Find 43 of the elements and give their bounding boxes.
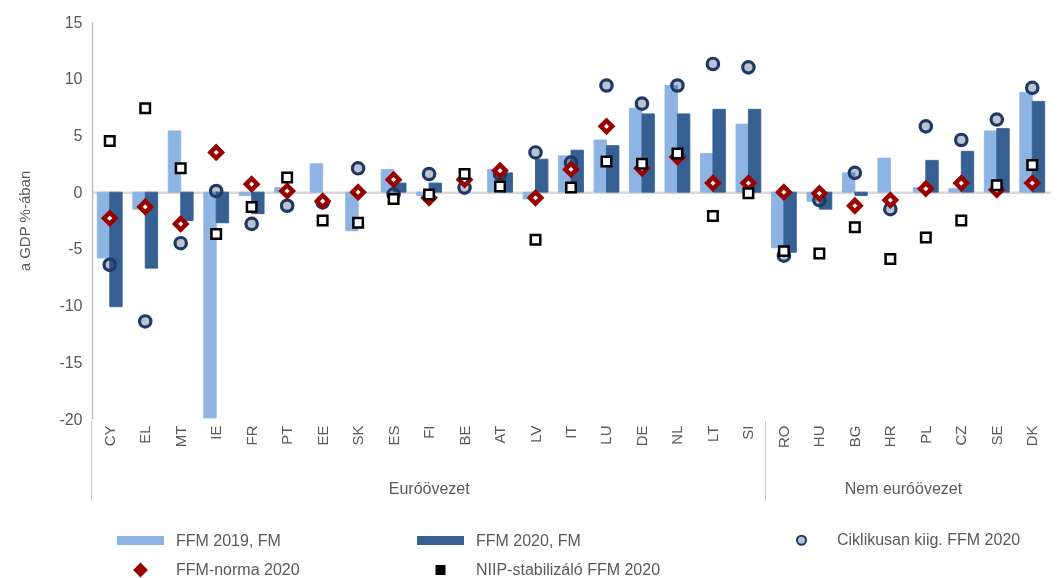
x-tick-label: CY [100, 425, 118, 447]
x-tick-label: AT [491, 425, 509, 444]
y-tick-label: 0 [73, 183, 83, 201]
x-tick-label: NL [668, 425, 686, 445]
x-tick-label: RO [774, 425, 792, 448]
x-tick-label: SK [349, 425, 367, 446]
legend-label: FFM 2019, FM [176, 531, 281, 549]
y-tick-label: -5 [68, 240, 83, 258]
y-tick-label: -15 [59, 353, 83, 371]
y-tick-label: 10 [64, 70, 83, 88]
y-tick-label: -20 [59, 410, 83, 428]
x-tick-label: IT [562, 425, 579, 439]
x-tick-label: DK [1023, 425, 1041, 447]
x-tick-label: LV [526, 425, 544, 443]
text: Euróövezet [388, 480, 471, 497]
x-tick-label: PT [278, 425, 296, 445]
legend-label: FFM 2020, FM [476, 531, 581, 549]
y-tick-label: 15 [64, 13, 83, 31]
y-tick-label: 5 [73, 126, 83, 144]
x-tick-label: LT [703, 425, 721, 442]
x-tick-label: HU [810, 425, 828, 448]
x-tick-label: HR [881, 425, 899, 448]
x-tick-label: BG [845, 425, 863, 448]
x-tick-label: DE [632, 425, 650, 447]
legend-label: FFM-norma 2020 [176, 561, 300, 578]
text: Nem euróövezet [844, 480, 963, 497]
y-tick-label: -10 [59, 297, 83, 315]
x-tick-label: MT [171, 425, 189, 448]
x-tick-label: SI [739, 425, 757, 440]
y-axis-title: a GDP %-ában [16, 170, 34, 272]
x-tick-label: CZ [952, 425, 970, 446]
x-tick-label: ES [384, 425, 402, 446]
x-tick-label: IE [207, 425, 225, 440]
legend-label: Ciklikusan kiig. FFM 2020 [837, 531, 1021, 549]
legend-label: NIIP-stabilizáló FFM 2020 [476, 561, 661, 578]
x-tick-label: EL [136, 425, 154, 444]
x-tick-label: LU [597, 425, 615, 445]
x-tick-label: FI [420, 425, 438, 439]
x-tick-label: PL [916, 425, 934, 444]
x-tick-label: EE [313, 425, 331, 446]
x-tick-label: SE [987, 425, 1005, 446]
x-tick-label: BE [455, 425, 473, 446]
x-tick-label: FR [242, 425, 260, 446]
